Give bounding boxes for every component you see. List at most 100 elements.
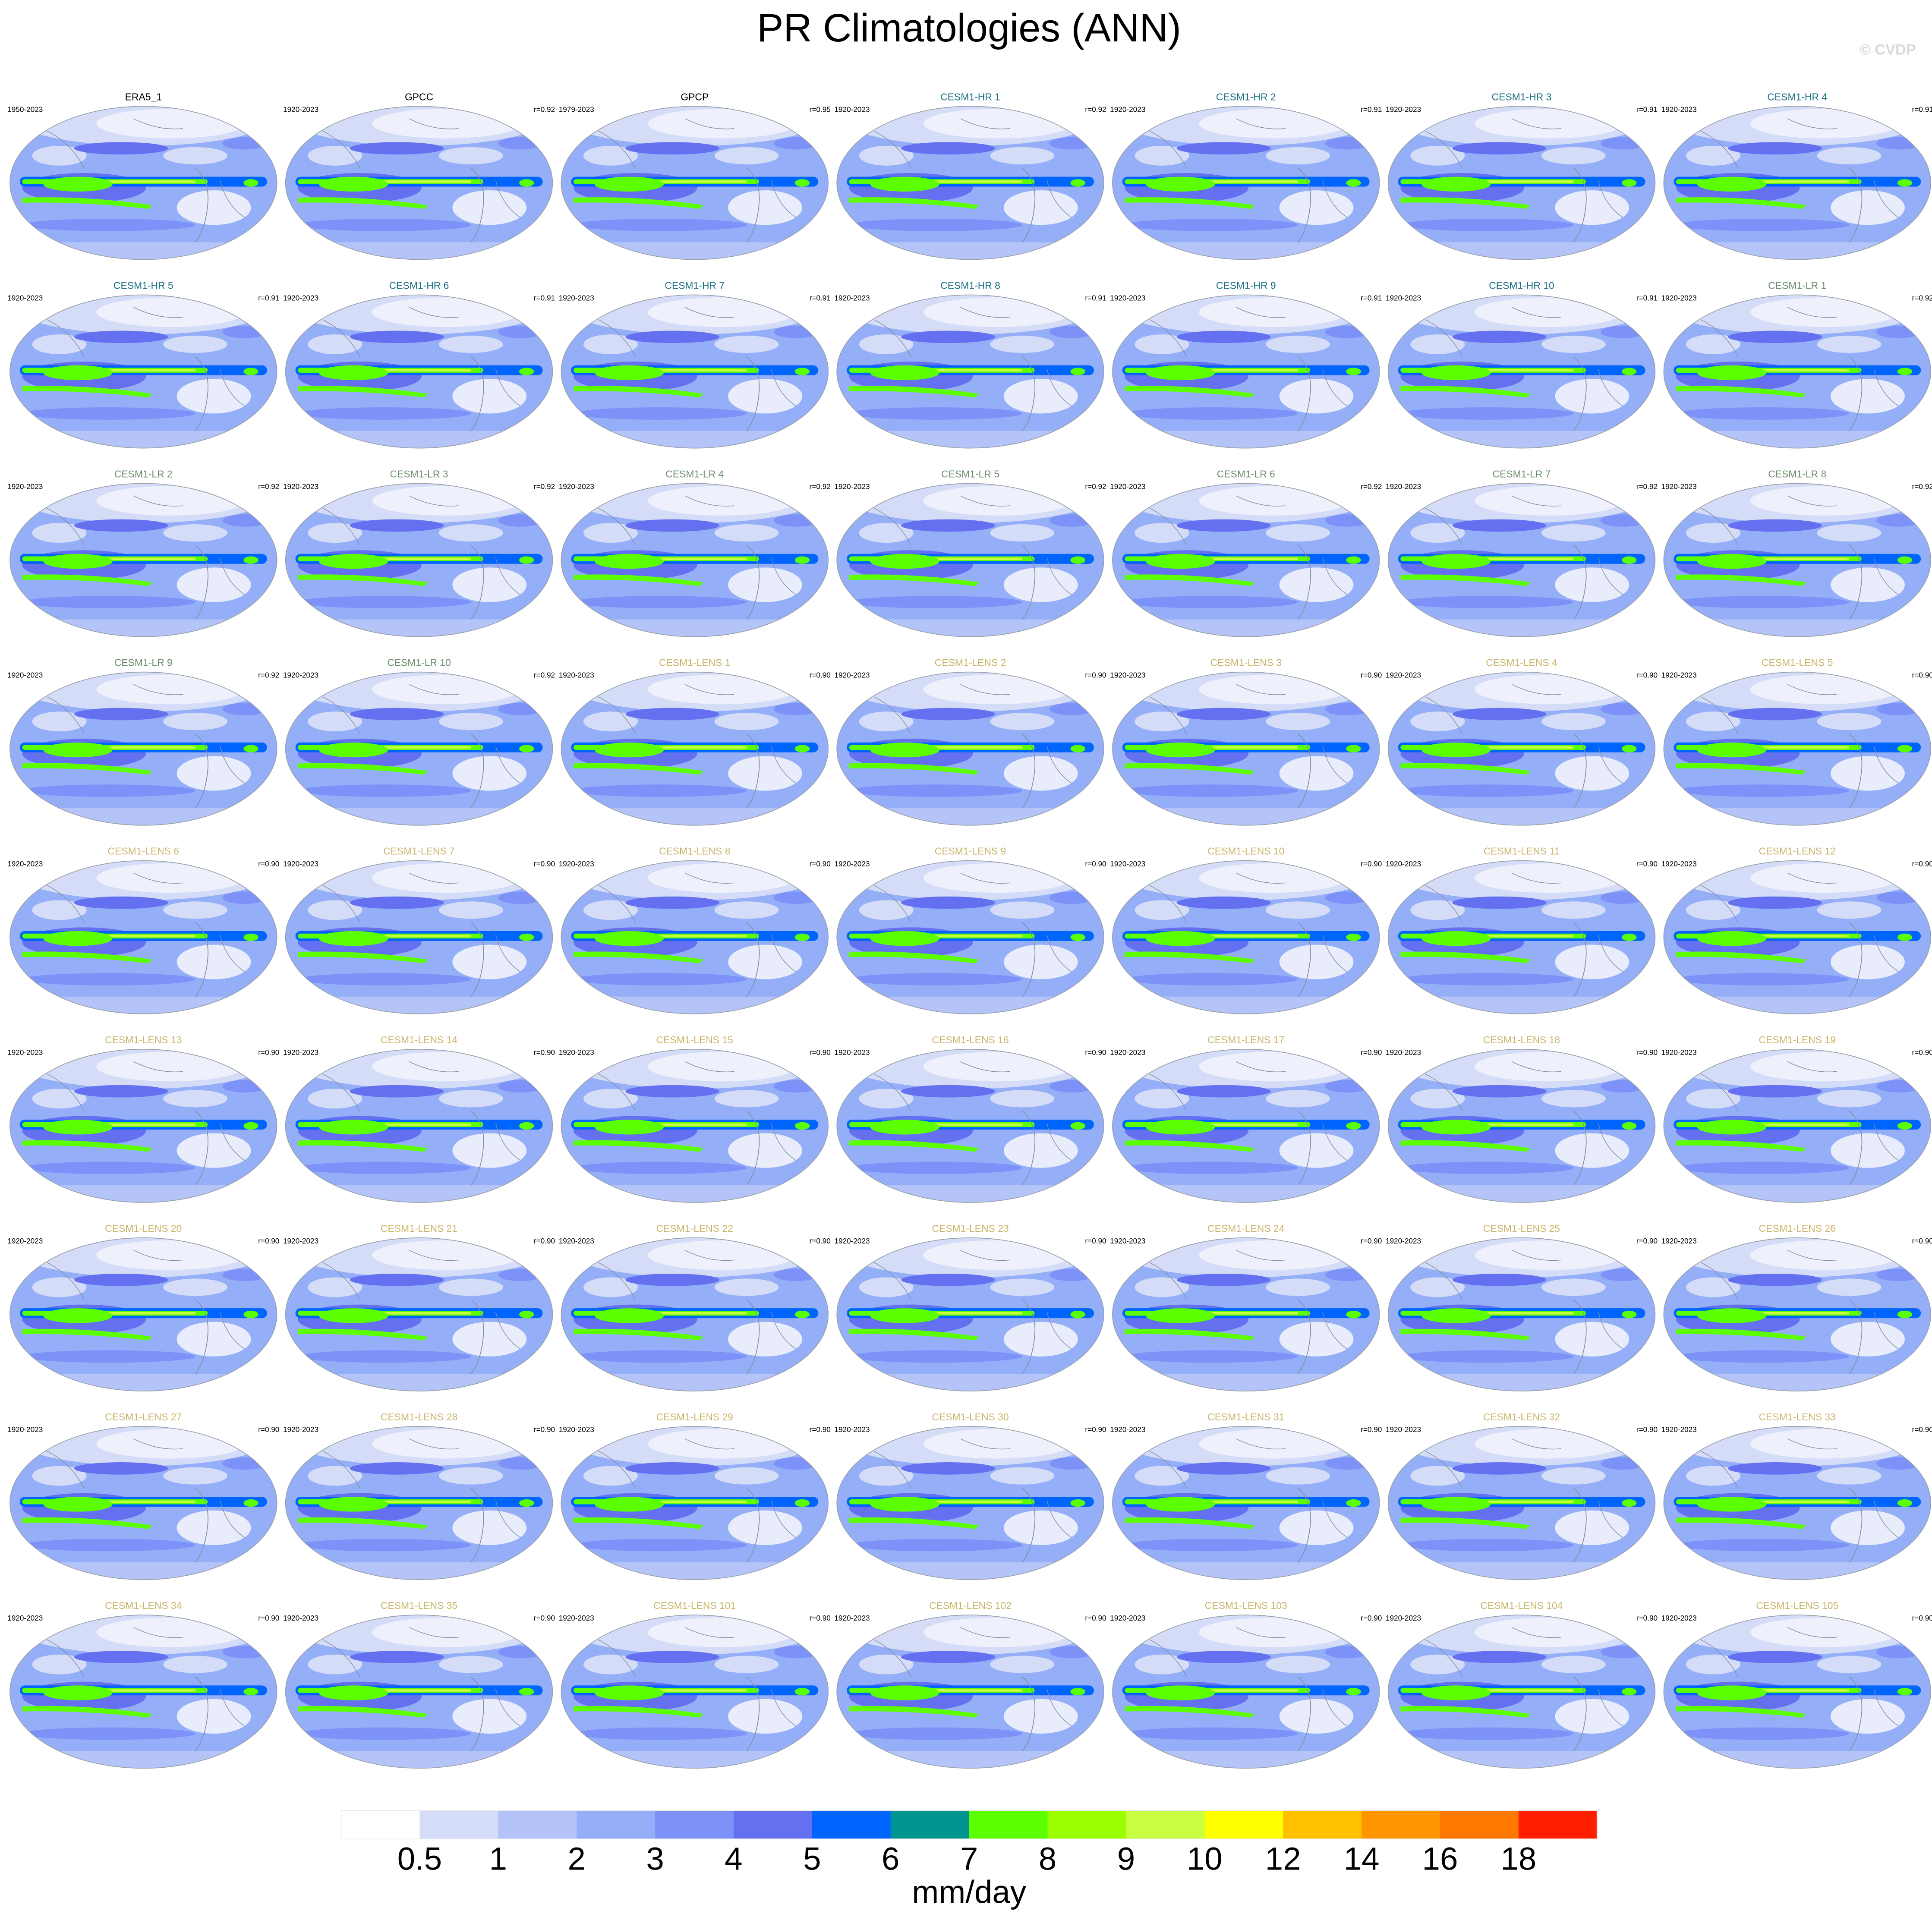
panel-correlation: r=0.92 — [258, 482, 279, 491]
colorbar-box — [734, 1810, 813, 1839]
panel-title: CESM1-LR 8 — [1768, 469, 1826, 480]
map — [7, 1402, 279, 1580]
panel-title: CESM1-LENS 105 — [1756, 1600, 1838, 1611]
panel-correlation: r=0.90 — [810, 1237, 831, 1245]
map — [283, 836, 555, 1014]
map — [1386, 836, 1658, 1014]
panel-title: CESM1-LENS 18 — [1483, 1034, 1560, 1045]
panel: CESM1-LENS 7 1920-2023 r=0.90 — [283, 836, 555, 1014]
panel-period: 1920-2023 — [1386, 482, 1421, 491]
map — [1386, 459, 1658, 636]
panel-title: CESM1-LR 7 — [1493, 469, 1551, 480]
panel-correlation: r=0.90 — [1361, 859, 1382, 868]
panel-period: 1920-2023 — [1661, 1048, 1697, 1057]
panel: CESM1-LENS 33 1920-2023 r=0.90 — [1661, 1402, 1932, 1580]
panel: CESM1-LENS 27 1920-2023 r=0.90 — [7, 1402, 279, 1580]
panel: CESM1-LR 1 1920-2023 r=0.92 — [1661, 270, 1932, 448]
panel-period: 1920-2023 — [1386, 294, 1421, 302]
panel-period: 1920-2023 — [1661, 1614, 1697, 1622]
panel-correlation: r=0.90 — [810, 859, 831, 868]
panel-title: CESM1-LENS 17 — [1207, 1034, 1284, 1045]
colorbar-box — [1283, 1810, 1362, 1839]
map — [1386, 1402, 1658, 1580]
colorbar-label: 1 — [489, 1841, 507, 1876]
panel-title: CESM1-HR 10 — [1489, 280, 1554, 291]
panel-correlation: r=0.90 — [1085, 671, 1106, 680]
panel: CESM1-HR 3 1920-2023 r=0.91 — [1386, 82, 1658, 259]
panel-title: CESM1-LENS 28 — [381, 1411, 457, 1423]
panel-title: CESM1-LENS 15 — [656, 1034, 733, 1045]
panel-correlation: r=0.90 — [258, 1237, 279, 1245]
panel: CESM1-LENS 11 1920-2023 r=0.90 — [1386, 836, 1658, 1014]
panel-title: CESM1-HR 7 — [665, 280, 725, 291]
map — [1110, 1213, 1382, 1391]
panel: CESM1-HR 7 1920-2023 r=0.91 — [559, 270, 831, 448]
panel-period: 1920-2023 — [7, 1237, 43, 1245]
panel-correlation: r=0.90 — [810, 671, 831, 680]
panel: CESM1-LENS 16 1920-2023 r=0.90 — [834, 1025, 1106, 1202]
panel: CESM1-LENS 5 1920-2023 r=0.90 — [1661, 647, 1932, 825]
map — [1110, 82, 1382, 259]
map — [559, 1025, 831, 1202]
panel-correlation: r=0.92 — [1361, 482, 1382, 491]
panel-period: 1920-2023 — [1386, 1237, 1421, 1245]
panel: CESM1-LENS 105 1920-2023 r=0.90 — [1661, 1590, 1932, 1768]
panel-title: CESM1-LR 4 — [665, 469, 724, 480]
panel-period: 1920-2023 — [834, 1048, 870, 1057]
map — [1110, 459, 1382, 636]
panel-title: GPCC — [405, 91, 433, 102]
map — [834, 1590, 1106, 1768]
map — [7, 459, 279, 636]
panel-period: 1920-2023 — [1661, 482, 1697, 491]
panel-period: 1920-2023 — [1386, 859, 1421, 868]
panel: CESM1-LENS 15 1920-2023 r=0.90 — [559, 1025, 831, 1202]
panel-title: CESM1-LENS 12 — [1759, 846, 1836, 857]
colorbar-box — [1362, 1810, 1440, 1839]
panel-correlation: r=0.90 — [1912, 1614, 1932, 1622]
figure-title: PR Climatologies (ANN) — [757, 6, 1181, 50]
panel-correlation: r=0.92 — [258, 671, 279, 680]
panel-title: CESM1-HR 8 — [940, 280, 1000, 291]
panel-correlation: r=0.90 — [1636, 1614, 1658, 1622]
panel-title: CESM1-LR 3 — [390, 469, 448, 480]
panel-correlation: r=0.90 — [1912, 1237, 1932, 1245]
panel: CESM1-HR 5 1920-2023 r=0.91 — [7, 270, 279, 448]
map — [283, 270, 555, 448]
panel-period: 1979-2023 — [559, 105, 594, 113]
map — [7, 647, 279, 825]
panel: CESM1-HR 10 1920-2023 r=0.91 — [1386, 270, 1658, 448]
panel-title: CESM1-LENS 22 — [656, 1223, 733, 1234]
panel-title: CESM1-LR 2 — [114, 469, 173, 480]
panel: CESM1-HR 8 1920-2023 r=0.91 — [834, 270, 1106, 448]
map — [283, 1402, 555, 1580]
map — [1110, 1590, 1382, 1768]
colorbar-label: 0.5 — [397, 1841, 442, 1876]
panel-period: 1920-2023 — [1110, 294, 1145, 302]
map — [1661, 270, 1932, 448]
panel-title: CESM1-HR 1 — [940, 91, 1000, 102]
map — [1661, 1213, 1932, 1391]
panel-correlation: r=0.90 — [534, 1048, 555, 1057]
panel-title: CESM1-LENS 19 — [1759, 1034, 1836, 1045]
panel-period: 1920-2023 — [7, 1048, 43, 1057]
panel-correlation: r=0.91 — [1912, 105, 1932, 113]
panel-correlation: r=0.90 — [1361, 1425, 1382, 1434]
panel-title: CESM1-LENS 7 — [383, 846, 455, 857]
map — [283, 1590, 555, 1768]
map — [559, 1590, 831, 1768]
map — [1661, 459, 1932, 636]
colorbar-box — [498, 1810, 577, 1839]
panel-title: CESM1-LENS 29 — [656, 1411, 733, 1423]
panel-correlation: r=0.92 — [1912, 294, 1932, 302]
panel-title: CESM1-LENS 24 — [1207, 1223, 1284, 1234]
panel-title: CESM1-LENS 20 — [105, 1223, 182, 1234]
watermark: © CVDP — [1860, 42, 1916, 58]
panel: CESM1-LENS 32 1920-2023 r=0.90 — [1386, 1402, 1658, 1580]
panel: CESM1-LENS 23 1920-2023 r=0.90 — [834, 1213, 1106, 1391]
panel-period: 1920-2023 — [559, 859, 594, 868]
panel-period: 1920-2023 — [1386, 1425, 1421, 1434]
panel-correlation: r=0.90 — [1636, 1237, 1658, 1245]
colorbar-frame — [340, 1810, 1598, 1839]
panel-period: 1920-2023 — [834, 671, 870, 680]
